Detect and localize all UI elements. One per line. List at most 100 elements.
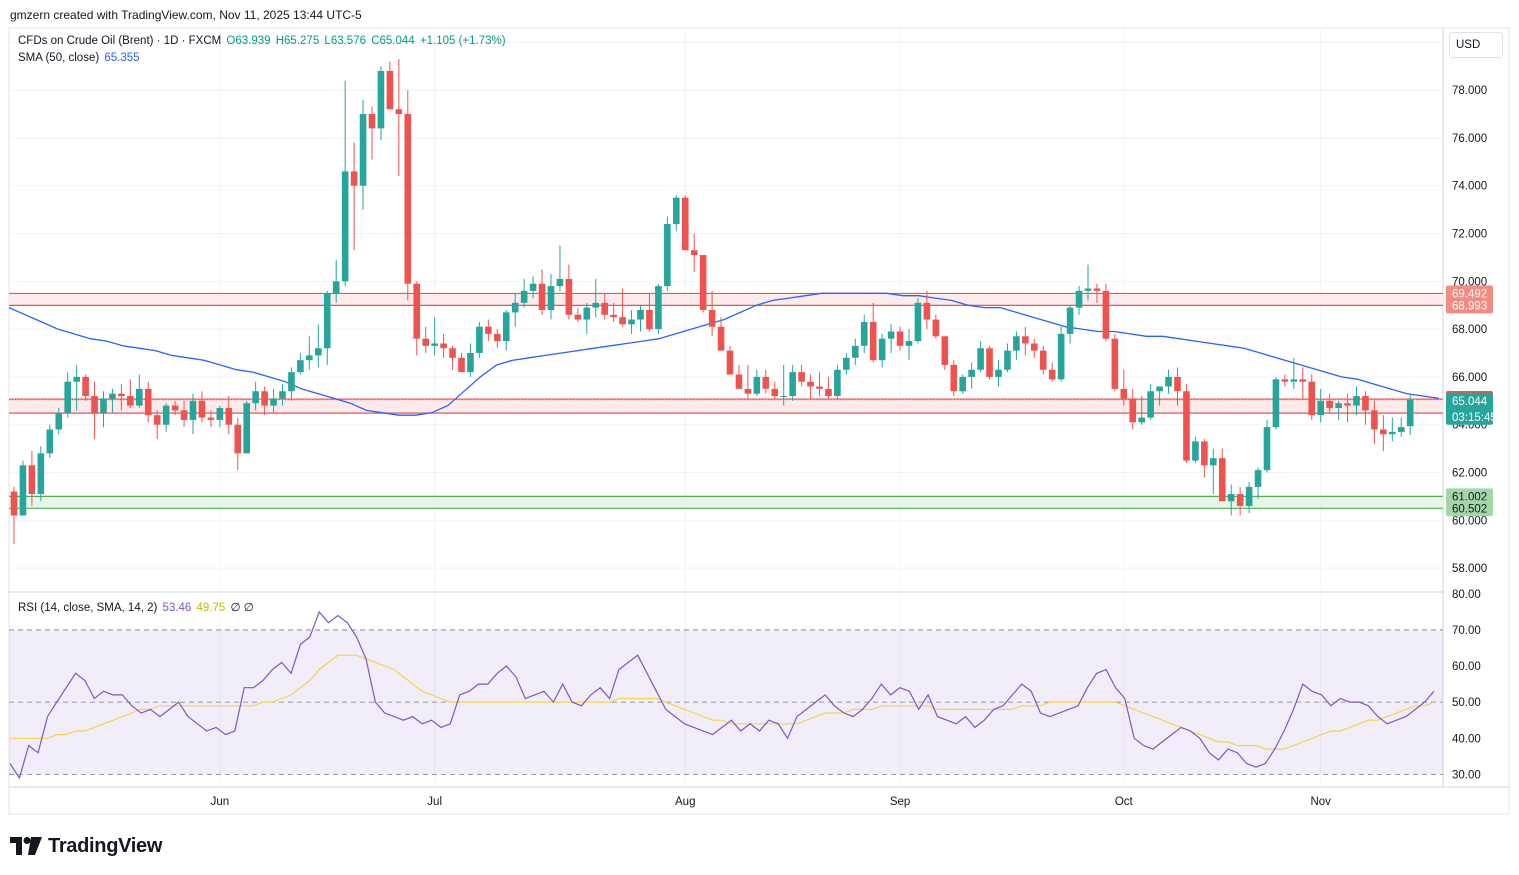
candle: [1245, 482, 1253, 514]
candle-body: [1093, 288, 1101, 291]
high-value: H65.275: [275, 35, 320, 47]
candle-body: [699, 255, 707, 310]
candle-body: [180, 410, 188, 420]
candle: [1335, 400, 1342, 420]
candle-body: [664, 223, 671, 287]
candle: [1013, 331, 1020, 361]
candle: [109, 388, 116, 413]
candle-body: [1102, 290, 1110, 339]
rsi-extra: ∅ ∅: [230, 602, 254, 614]
zone-label-bottom: 68.993: [1446, 297, 1493, 314]
currency-selector[interactable]: USD: [1449, 32, 1503, 58]
price-tick-label: 62.000: [1452, 468, 1487, 480]
last-price-label: 65.044 03:15:45: [1446, 392, 1497, 425]
candle-body: [10, 491, 18, 516]
candle-body: [1263, 427, 1271, 471]
candle: [860, 314, 868, 354]
rsi-sma-value: 49.75: [196, 602, 226, 614]
candle: [288, 367, 295, 401]
candle-body: [73, 376, 80, 382]
candle-body: [771, 388, 779, 397]
candle: [968, 362, 975, 389]
price-tick-label: 66.000: [1452, 372, 1487, 384]
time-axis: Jun Jul Aug Sep Oct Nov: [211, 796, 1332, 808]
candle: [619, 288, 626, 327]
candle-body: [1397, 427, 1405, 432]
candle-body: [673, 197, 680, 224]
candle-body: [189, 400, 197, 420]
candle-body: [28, 465, 36, 495]
zone-resistance: [9, 293, 1443, 306]
candle: [1075, 286, 1083, 315]
candle-body: [1254, 470, 1262, 487]
candle: [261, 386, 268, 416]
candle-body: [37, 453, 45, 495]
open-value: O63.939: [226, 35, 271, 47]
main-legend: CFDs on Crude Oil (Brent) · 1D · FXCM O6…: [18, 35, 508, 47]
candle-body: [780, 396, 787, 398]
rsi-legend[interactable]: RSI (14, close, SMA, 14, 2) 53.46 49.75 …: [18, 600, 256, 614]
candle: [914, 298, 922, 344]
candle: [270, 388, 277, 413]
tradingview-logo[interactable]: TradingView: [10, 834, 162, 858]
candle: [1156, 386, 1163, 406]
candle: [986, 345, 993, 380]
candle-body: [1183, 391, 1190, 461]
candle: [977, 341, 984, 373]
candle-body: [1281, 379, 1289, 382]
price-axis: 58.00060.00062.00064.00066.00068.00070.0…: [1452, 37, 1487, 575]
candle: [1039, 345, 1047, 375]
candle-body: [467, 353, 474, 373]
candle-body: [1084, 288, 1092, 291]
candle-body: [986, 348, 993, 377]
candle: [341, 80, 349, 287]
candle-body: [422, 338, 429, 346]
candle: [1111, 333, 1119, 392]
candle-body: [995, 369, 1002, 377]
candle-body: [502, 312, 510, 342]
rsi-tick-label: 30.00: [1452, 769, 1481, 781]
candle-body: [1389, 431, 1396, 435]
candle: [529, 276, 537, 299]
candle: [1048, 362, 1056, 382]
candle-body: [288, 372, 295, 392]
candle: [1326, 393, 1333, 413]
candle: [162, 403, 170, 432]
candle: [234, 417, 242, 471]
sma-legend[interactable]: SMA (50, close) 65.355: [18, 52, 142, 64]
candle: [377, 66, 385, 141]
candle: [198, 391, 206, 423]
candle: [735, 364, 743, 389]
candle-body: [323, 293, 331, 349]
rsi-tick-label: 80.00: [1452, 589, 1481, 601]
candle: [896, 326, 904, 351]
candle-body: [413, 283, 421, 339]
symbol-name: CFDs on Crude Oil (Brent) · 1D · FXCM: [18, 35, 222, 47]
candle-body: [896, 331, 904, 346]
candle: [1290, 357, 1298, 389]
candle-body: [529, 283, 537, 291]
price-tick-label: 74.000: [1452, 181, 1487, 193]
candle-body: [261, 391, 268, 406]
candle-body: [19, 465, 27, 516]
candle-body: [297, 360, 304, 373]
candle-body: [431, 343, 438, 346]
candle: [905, 329, 913, 361]
candle: [476, 321, 483, 358]
candle-body: [216, 407, 224, 420]
price-tick-label: 68.000: [1452, 324, 1487, 336]
candle-body: [592, 302, 600, 308]
candle-body: [753, 376, 761, 394]
candle-body: [860, 321, 868, 346]
candle-body: [726, 350, 734, 375]
candle-body: [1013, 336, 1020, 351]
candle: [189, 393, 197, 435]
candle: [136, 374, 143, 408]
candle: [458, 353, 465, 373]
candle: [655, 283, 662, 334]
candle-body: [1218, 458, 1226, 502]
candle-body: [798, 372, 805, 382]
candle-body: [82, 376, 89, 397]
candle: [1371, 400, 1378, 444]
